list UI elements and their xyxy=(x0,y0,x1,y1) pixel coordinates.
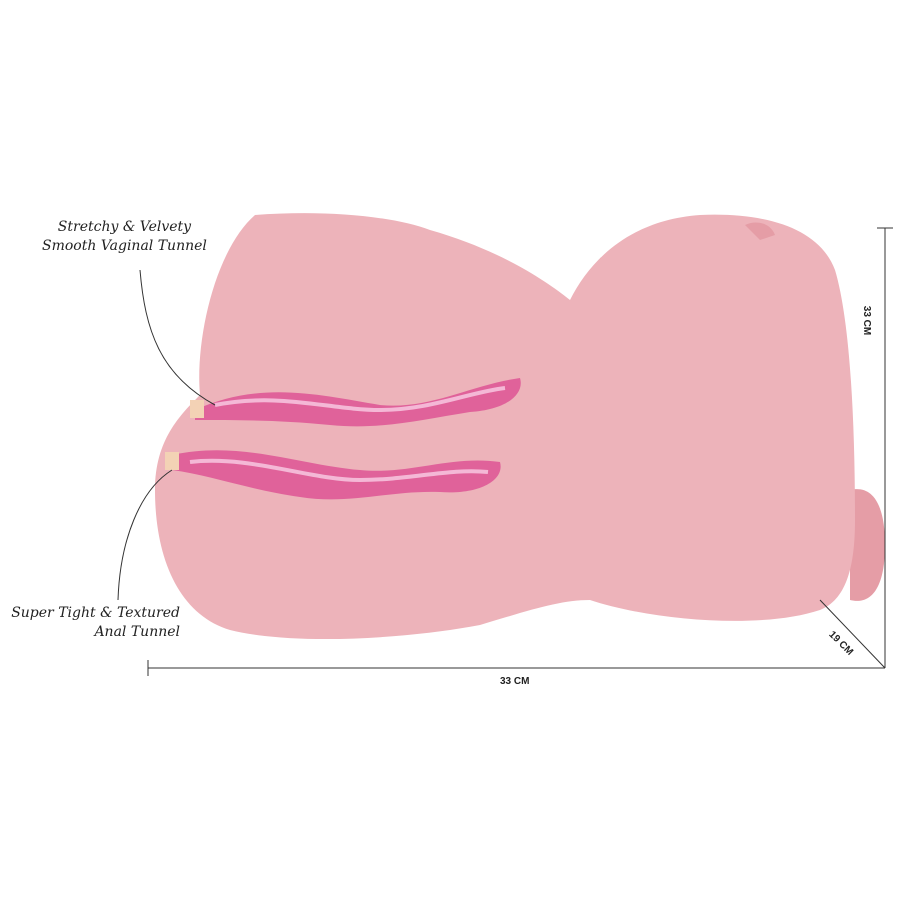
anal-tunnel-illustration xyxy=(165,450,501,500)
anal-callout-line xyxy=(117,469,173,601)
depth-dimension-line xyxy=(819,599,886,669)
label-line: Super Tight & Textured xyxy=(11,605,180,621)
anal-tunnel-label: Super Tight & Textured Anal Tunnel xyxy=(10,604,180,642)
height-dimension-label: 33 CM xyxy=(861,305,873,336)
label-line: Smooth Vaginal Tunnel xyxy=(42,238,207,254)
vaginal-callout-line xyxy=(139,269,216,406)
width-dimension-label: 33 CM xyxy=(500,676,530,687)
dimension-lines xyxy=(147,227,893,676)
label-line: Anal Tunnel xyxy=(94,624,180,640)
product-body xyxy=(155,213,885,640)
vaginal-tunnel-label: Stretchy & Velvety Smooth Vaginal Tunnel xyxy=(42,218,207,256)
vaginal-tunnel-illustration xyxy=(190,378,521,427)
callout-lines xyxy=(117,269,216,601)
label-line: Stretchy & Velvety xyxy=(57,219,192,235)
